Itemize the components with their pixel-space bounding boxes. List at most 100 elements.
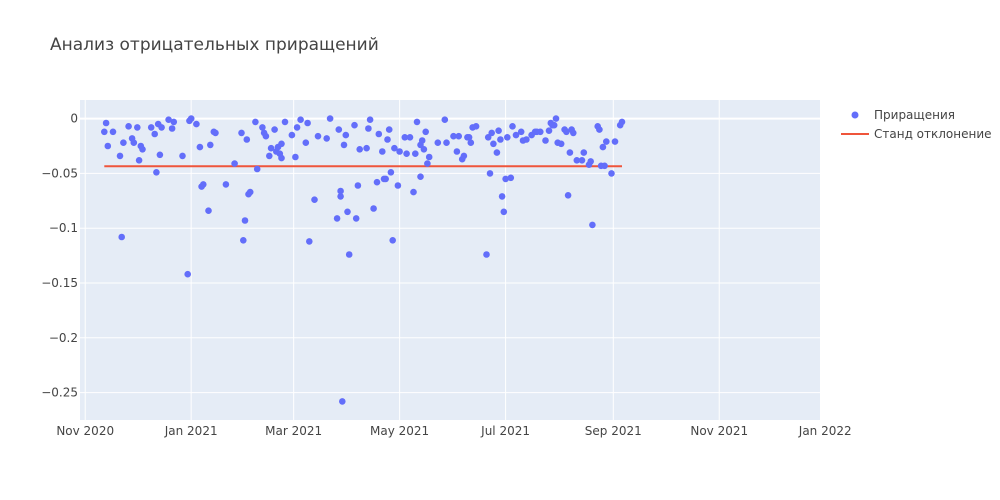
data-point <box>589 221 596 229</box>
data-point <box>384 136 391 143</box>
data-point <box>259 124 266 131</box>
data-point <box>406 134 414 141</box>
data-point <box>288 131 296 139</box>
data-point <box>302 139 310 146</box>
data-point <box>498 193 506 200</box>
data-point <box>434 139 442 146</box>
data-point <box>356 146 364 153</box>
data-point <box>580 149 588 156</box>
y-tick-label: −0.15 <box>41 276 78 290</box>
x-axis-ticks: Nov 2020 Jan 2021 Mar 2021 May 2021 Jul 2021… <box>56 424 851 438</box>
data-point <box>379 148 386 155</box>
y-tick-label: −0.05 <box>41 166 78 180</box>
data-point <box>278 154 285 162</box>
data-point <box>412 150 419 157</box>
data-point <box>304 119 311 127</box>
data-point <box>373 178 381 186</box>
data-point <box>153 169 160 176</box>
data-point <box>396 148 403 155</box>
data-point <box>509 123 516 130</box>
data-point <box>382 175 390 183</box>
data-point <box>314 132 322 140</box>
data-point <box>207 141 214 149</box>
data-point <box>486 170 494 177</box>
data-point <box>545 127 553 134</box>
data-point <box>484 134 492 141</box>
x-tick-label: Nov 2021 <box>690 424 748 438</box>
data-point <box>187 115 195 122</box>
data-point <box>240 237 247 244</box>
data-point <box>441 116 449 123</box>
data-point <box>422 128 430 136</box>
data-point <box>337 193 344 200</box>
data-point <box>564 192 572 199</box>
data-point <box>151 130 158 138</box>
data-point <box>345 251 353 258</box>
data-point <box>222 181 230 188</box>
data-point <box>134 124 141 131</box>
data-point <box>130 139 138 146</box>
legend-marker-points <box>851 111 859 119</box>
data-point <box>504 134 511 141</box>
data-point <box>596 126 603 133</box>
data-point <box>351 121 358 129</box>
data-point <box>335 126 343 133</box>
data-point <box>550 121 558 129</box>
x-tick-label: Jul 2021 <box>480 424 530 438</box>
data-point <box>354 182 362 189</box>
legend-item-line[interactable]: Станд отклонение <box>841 127 992 141</box>
data-point <box>450 132 457 140</box>
data-point <box>573 157 581 164</box>
data-point <box>365 125 372 132</box>
data-point <box>337 187 344 195</box>
data-point <box>465 134 473 141</box>
data-point <box>278 140 285 148</box>
data-point <box>120 139 127 146</box>
data-point <box>618 118 626 126</box>
data-point <box>205 207 212 214</box>
data-point <box>420 146 428 153</box>
data-point <box>500 208 508 216</box>
legend[interactable]: Приращения Станд отклонение <box>841 108 992 141</box>
data-point <box>413 118 421 126</box>
data-point <box>608 170 615 177</box>
data-point <box>212 129 219 137</box>
data-point <box>385 126 393 133</box>
data-point <box>523 136 530 143</box>
data-point <box>196 143 204 151</box>
data-point <box>344 208 351 216</box>
data-point <box>557 140 565 148</box>
x-tick-label: Jan 2022 <box>798 424 852 438</box>
data-point <box>352 215 360 222</box>
data-point <box>453 148 461 155</box>
data-point <box>156 151 164 159</box>
data-point <box>552 115 560 122</box>
data-point <box>158 124 165 131</box>
data-point <box>483 251 490 258</box>
legend-item-points[interactable]: Приращения <box>851 108 955 122</box>
chart-title: Анализ отрицательных приращений <box>50 35 379 55</box>
data-point <box>342 131 350 139</box>
data-point <box>170 118 178 126</box>
data-point <box>507 174 515 182</box>
data-point <box>542 137 549 144</box>
data-point <box>101 128 108 136</box>
data-point <box>109 128 117 136</box>
data-point <box>267 144 275 152</box>
data-point <box>293 124 301 131</box>
data-point <box>271 126 278 133</box>
data-point <box>306 238 313 245</box>
data-point <box>490 140 497 148</box>
y-tick-label: −0.2 <box>49 331 78 345</box>
data-point <box>537 128 544 136</box>
data-point <box>611 138 619 145</box>
data-point <box>241 217 249 224</box>
x-tick-label: Mar 2021 <box>265 424 322 438</box>
data-point <box>375 130 383 138</box>
data-point <box>366 116 374 123</box>
data-point <box>488 129 496 137</box>
data-point <box>297 116 304 123</box>
data-point <box>467 139 475 146</box>
